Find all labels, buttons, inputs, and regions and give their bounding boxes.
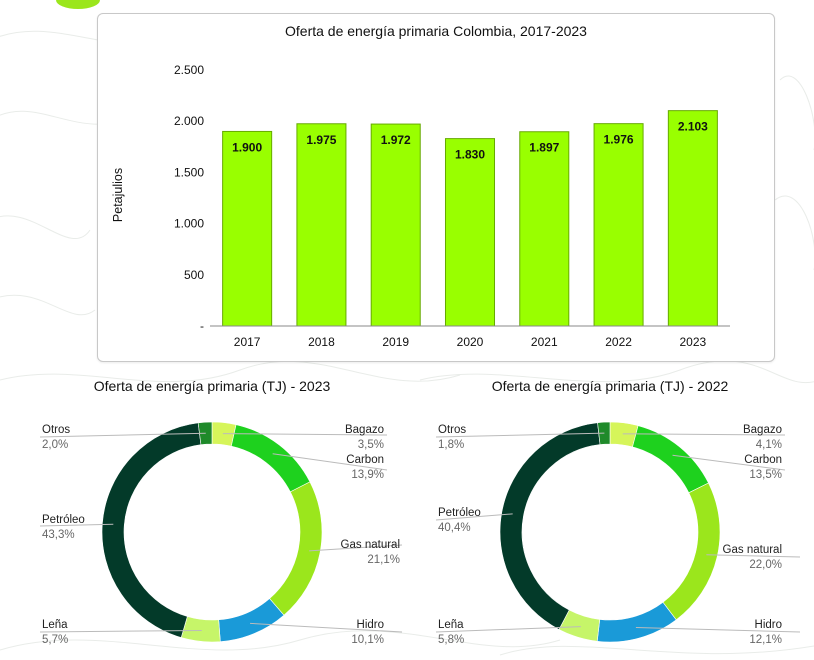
slice-value-label: 40,4% [438, 522, 471, 534]
bar-2018 [296, 123, 347, 327]
slice-value-label: 1,8% [438, 439, 464, 451]
bar-2022 [593, 123, 644, 327]
donut-labels: Bagazo 3,5% Carbon 13,9% Gas natural 21,1% Hid… [39, 424, 403, 646]
leader-line [309, 544, 403, 552]
y-tick-label: 1.500 [174, 165, 204, 179]
leader-line [672, 454, 786, 471]
bar-2017 [222, 130, 273, 327]
slice-hidro [596, 601, 677, 643]
slice-name-label: Gas natural [723, 544, 782, 556]
x-tick-label: 2018 [308, 335, 335, 349]
slice-name-label: Carbon [346, 454, 384, 466]
donut-svg-2022: Bagazo 4,1% Carbon 13,5% Gas natural 22,0% Hid… [435, 421, 801, 646]
slice-value-label: 13,5% [749, 469, 782, 481]
leader-line [272, 453, 388, 471]
x-axis-ticks: 2017 2018 2019 2020 2021 2022 2023 [234, 335, 707, 349]
slice-value-label: 13,9% [351, 469, 384, 481]
leader-line [435, 626, 581, 633]
slice-petróleo [101, 422, 202, 638]
slice-value-label: 21,1% [367, 554, 400, 566]
slice-value-label: 10,1% [351, 634, 384, 646]
donut-chart-2022: Bagazo 4,1% Carbon 13,5% Gas natural 22,0% Hid… [410, 370, 810, 660]
x-tick-label: 2022 [605, 335, 632, 349]
slice-value-label: 4,1% [756, 439, 782, 451]
bar-value-label: 1.900 [232, 140, 262, 154]
x-tick-label: 2021 [531, 335, 558, 349]
bar-2023 [667, 110, 718, 327]
slice-name-label: Otros [438, 424, 466, 436]
slice-name-label: Leña [438, 619, 464, 631]
donut-slices [101, 421, 323, 643]
donut-title-2022: Oferta de energía primaria (TJ) - 2022 [491, 378, 729, 394]
leader-line [39, 432, 206, 438]
leader-line [622, 433, 786, 436]
slice-value-label: 2,0% [42, 439, 68, 451]
bar-2019 [370, 123, 421, 327]
slice-petróleo [499, 422, 601, 630]
slice-name-label: Carbon [744, 454, 782, 466]
slice-name-label: Bagazo [345, 424, 384, 436]
slice-value-label: 22,0% [749, 559, 782, 571]
slice-name-label: Petróleo [438, 507, 481, 519]
leader-line [39, 523, 114, 527]
bar-value-label: 1.976 [604, 133, 634, 147]
slice-name-label: Otros [42, 424, 70, 436]
bar-value-label: 1.975 [306, 133, 336, 147]
slice-value-label: 5,7% [42, 634, 68, 646]
donut-labels: Bagazo 4,1% Carbon 13,5% Gas natural 22,0% Hid… [435, 424, 801, 646]
y-tick-label: 2.500 [174, 63, 204, 77]
leader-line [435, 432, 605, 438]
bar-value-label: 1.972 [381, 133, 411, 147]
x-tick-label: 2023 [680, 335, 707, 349]
leader-line [222, 433, 388, 436]
slice-carbon [230, 424, 311, 493]
bar-series: 1.900 1.975 1.972 1.830 1.897 1.976 2.103 [222, 110, 718, 327]
slice-hidro [218, 598, 285, 643]
slice-name-label: Petróleo [42, 514, 85, 526]
slice-name-label: Leña [42, 619, 68, 631]
slice-name-label: Gas natural [341, 539, 400, 551]
bar-chart-panel: Oferta de energía primaria Colombia, 201… [97, 13, 775, 362]
y-tick-label: 2.000 [174, 114, 204, 128]
slice-value-label: 43,3% [42, 529, 75, 541]
x-tick-label: 2017 [234, 335, 261, 349]
slice-name-label: Hidro [755, 619, 782, 631]
y-tick-label: 500 [184, 268, 204, 282]
slice-gas-natural [662, 482, 721, 621]
leader-line [635, 627, 801, 633]
bar-value-label: 1.897 [529, 141, 559, 155]
y-tick-label: 1.000 [174, 217, 204, 231]
slice-value-label: 3,5% [358, 439, 384, 451]
slice-gas-natural [269, 481, 323, 616]
leader-line [706, 554, 801, 558]
bar-2020 [444, 138, 496, 327]
slice-name-label: Hidro [357, 619, 384, 631]
bar-2021 [519, 131, 570, 327]
donut-svg-2023: Bagazo 3,5% Carbon 13,9% Gas natural 21,1% Hid… [39, 421, 403, 646]
donut-slices [499, 421, 721, 643]
slice-leña [180, 616, 221, 643]
slice-name-label: Bagazo [743, 424, 782, 436]
bar-chart-title: Oferta de energía primaria Colombia, 201… [285, 23, 587, 39]
x-tick-label: 2019 [382, 335, 409, 349]
slice-carbon [632, 425, 709, 494]
leader-line [435, 513, 513, 521]
slice-value-label: 5,8% [438, 634, 464, 646]
slice-value-label: 12,1% [749, 634, 782, 646]
y-axis-ticks: - 500 1.000 1.500 2.000 2.500 [174, 63, 204, 333]
bar-value-label: 1.830 [455, 148, 485, 162]
y-axis-label: Petajulios [111, 168, 125, 222]
leader-line [39, 629, 202, 633]
leader-line [250, 622, 403, 633]
donut-chart-2023: Bagazo 3,5% Carbon 13,9% Gas natural 21,1% Hid… [12, 370, 412, 660]
y-tick-label: - [200, 319, 204, 333]
bar-chart: Oferta de energía primaria Colombia, 201… [111, 23, 730, 349]
bar-value-label: 2.103 [678, 120, 708, 134]
x-tick-label: 2020 [457, 335, 484, 349]
donut-title-2023: Oferta de energía primaria (TJ) - 2023 [93, 378, 331, 394]
